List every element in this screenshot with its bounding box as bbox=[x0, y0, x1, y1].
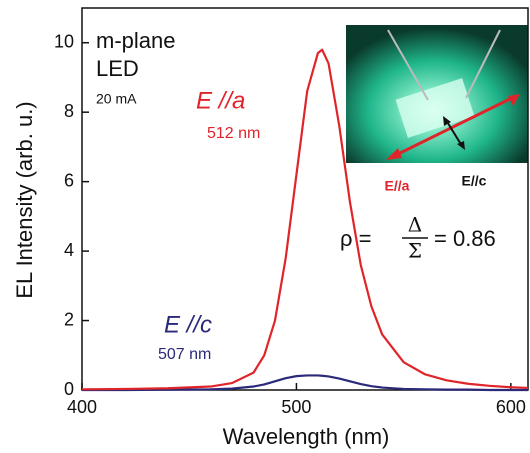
annotation: m-plane bbox=[96, 28, 175, 53]
series-label: E //c bbox=[164, 311, 212, 338]
inset-photo bbox=[346, 25, 528, 163]
x-tick-label: 500 bbox=[281, 397, 311, 417]
y-tick-label: 0 bbox=[64, 379, 74, 399]
series-label: E //a bbox=[196, 87, 245, 114]
y-tick-label: 8 bbox=[64, 101, 74, 121]
formula: Δ bbox=[408, 213, 422, 237]
annotation: 507 nm bbox=[158, 346, 211, 363]
inset-label: E//a bbox=[385, 178, 410, 194]
formula: = 0.86 bbox=[434, 226, 496, 251]
x-tick-label: 400 bbox=[67, 397, 97, 417]
y-tick-label: 10 bbox=[54, 31, 74, 51]
y-axis-title: EL Intensity (arb. u.) bbox=[12, 101, 37, 298]
y-tick-label: 6 bbox=[64, 170, 74, 190]
annotation: 512 nm bbox=[207, 125, 260, 142]
plot-frame bbox=[81, 7, 529, 391]
y-tick-label: 2 bbox=[64, 309, 74, 329]
annotation: LED bbox=[96, 56, 139, 81]
y-tick-label: 4 bbox=[64, 240, 74, 260]
annotation: 20 mA bbox=[96, 91, 137, 107]
series-line bbox=[82, 374, 528, 392]
formula: Σ bbox=[408, 239, 422, 263]
inset-label: E//c bbox=[462, 173, 487, 189]
x-tick-label: 600 bbox=[496, 397, 526, 417]
series-line bbox=[81, 48, 529, 391]
x-axis-title: Wavelength (nm) bbox=[223, 424, 390, 449]
